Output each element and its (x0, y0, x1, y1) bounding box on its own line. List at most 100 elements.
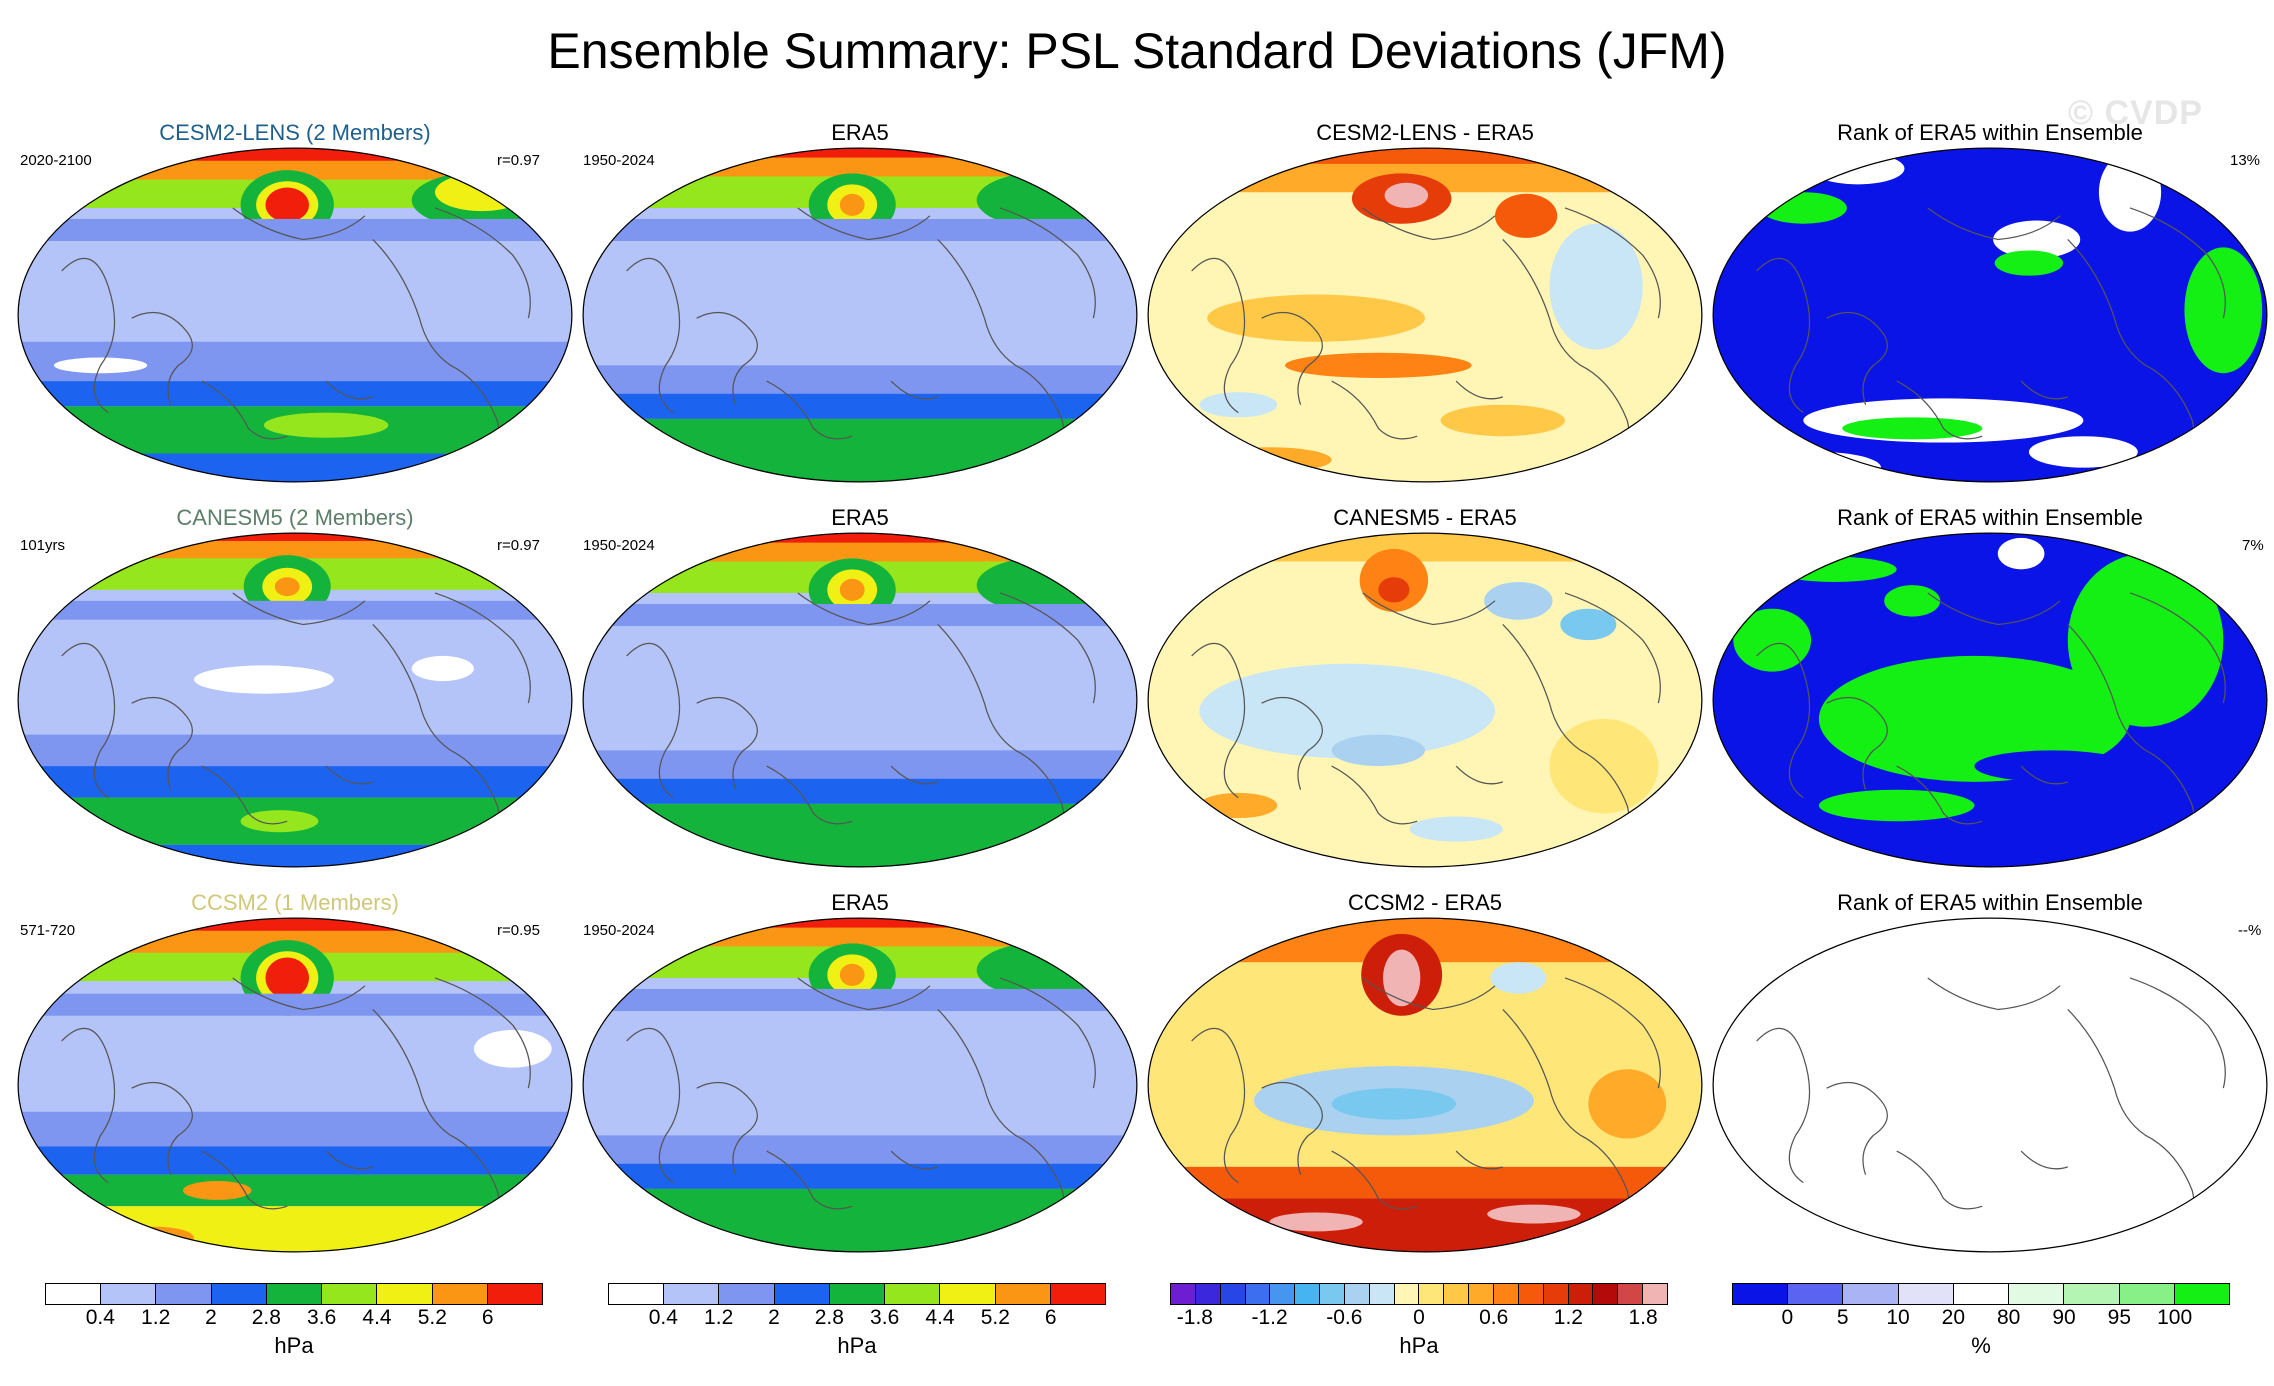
std-colorbar-ticks-2: 0.4 1.2 2 2.8 3.6 4.4 5.2 6 (608, 1306, 1106, 1334)
colorbar-box (1788, 1284, 1844, 1304)
colorbar-box (2119, 1284, 2175, 1304)
colorbar-box (1543, 1284, 1569, 1304)
colorbar-box (1518, 1284, 1544, 1304)
diff-colorbar-ticks: -1.8 -1.2 -0.6 0 0.6 1.2 1.8 (1170, 1306, 1668, 1334)
rank-title-row1: Rank of ERA5 within Ensemble (1837, 120, 2143, 145)
diff-map-row2 (1147, 532, 1703, 868)
colorbar-tick-label: 10 (1886, 1306, 1910, 1329)
rank-colorbar-units: % (1971, 1333, 1991, 1358)
colorbar-tick-label: 95 (2107, 1306, 2132, 1329)
diff-colorbar (1170, 1283, 1668, 1305)
colorbar-box (2174, 1284, 2229, 1304)
colorbar-tick-label: 5.2 (417, 1306, 447, 1329)
colorbar-box (211, 1284, 267, 1304)
colorbar-box (1394, 1284, 1420, 1304)
colorbar-tick-label: 2 (205, 1306, 217, 1329)
colorbar-box (1369, 1284, 1395, 1304)
colorbar-box (1469, 1284, 1494, 1304)
colorbar-box (1843, 1284, 1899, 1304)
diff-title-row1: CESM2-LENS - ERA5 (1316, 120, 1534, 145)
colorbar-tick-label: 0 (1413, 1306, 1425, 1329)
colorbar-tick-label: -0.6 (1326, 1306, 1363, 1329)
colorbar-box (1295, 1284, 1321, 1304)
std-colorbar-units-2: hPa (837, 1333, 877, 1358)
diff-title-row3: CCSM2 - ERA5 (1347, 890, 1503, 915)
page-title: Ensemble Summary: PSL Standard Deviation… (547, 23, 1727, 79)
colorbar-box (1493, 1284, 1519, 1304)
rank-map-row3 (1712, 917, 2268, 1253)
model-r-row1: r=0.97 (497, 152, 540, 169)
colorbar-box (322, 1284, 378, 1304)
colorbar-box (1618, 1284, 1644, 1304)
rank-map-row1 (1712, 147, 2268, 483)
rank-colorbar (1732, 1283, 2230, 1305)
colorbar-tick-label: 2.8 (251, 1306, 281, 1329)
colorbar-box (46, 1284, 102, 1304)
colorbar-box (995, 1284, 1051, 1304)
colorbar-box (1953, 1284, 2010, 1304)
colorbar-tick-label: 3.6 (870, 1306, 900, 1329)
rank-pct-row1: 13% (2230, 152, 2261, 169)
colorbar-tick-label: 20 (1941, 1306, 1966, 1329)
obs-title-row3: ERA5 (831, 890, 889, 915)
obs-std-map-row1 (582, 147, 1138, 483)
colorbar-tick-label: 2 (768, 1306, 780, 1329)
colorbar-box (609, 1284, 665, 1304)
colorbar-tick-label: 6 (481, 1306, 494, 1329)
colorbar-box (719, 1284, 775, 1304)
rank-title-row2: Rank of ERA5 within Ensemble (1837, 505, 2143, 530)
model-std-map-row2 (17, 532, 573, 868)
colorbar-box (1419, 1284, 1445, 1304)
colorbar-tick-label: 0 (1781, 1306, 1794, 1329)
colorbar-box (1245, 1284, 1271, 1304)
model-r-row3: r=0.95 (497, 922, 540, 939)
colorbar-box (1270, 1284, 1296, 1304)
std-colorbar-units-1: hPa (274, 1333, 314, 1358)
colorbar-box (2009, 1284, 2065, 1304)
colorbar-box (774, 1284, 830, 1304)
colorbar-box (1320, 1284, 1345, 1304)
std-colorbar-ticks-1: 0.4 1.2 2 2.8 3.6 4.4 5.2 6 (45, 1306, 543, 1334)
colorbar-box (432, 1284, 488, 1304)
rank-title-row3: Rank of ERA5 within Ensemble (1837, 890, 2143, 915)
diff-title-row2: CANESM5 - ERA5 (1333, 505, 1517, 530)
rank-pct-row3: --% (2238, 922, 2262, 939)
colorbar-tick-label: 0.6 (1479, 1306, 1509, 1329)
colorbar-tick-label: 80 (1996, 1306, 2021, 1329)
model-title-row3: CCSM2 (1 Members) (191, 890, 399, 915)
model-title-row2: CANESM5 (2 Members) (176, 505, 414, 530)
colorbar-box (829, 1284, 886, 1304)
colorbar-box (2064, 1284, 2120, 1304)
colorbar-box (885, 1284, 941, 1304)
colorbar-tick-label: 3.6 (307, 1306, 337, 1329)
model-std-map-row1 (17, 147, 573, 483)
colorbar-box (1444, 1284, 1470, 1304)
obs-period-row3: 1950-2024 (583, 922, 655, 939)
model-r-row2: r=0.97 (497, 537, 540, 554)
colorbar-tick-label: 0.4 (85, 1306, 115, 1329)
colorbar-box (1643, 1284, 1667, 1304)
colorbar-tick-label: 0.4 (648, 1306, 678, 1329)
colorbar-box (1344, 1284, 1370, 1304)
obs-period-row1: 1950-2024 (583, 152, 655, 169)
colorbar-tick-label: 4.4 (362, 1306, 392, 1329)
colorbar-tick-label: 90 (2052, 1306, 2076, 1329)
colorbar-tick-label: 6 (1044, 1306, 1057, 1329)
colorbar-box (1568, 1284, 1594, 1304)
colorbar-box (101, 1284, 157, 1304)
colorbar-tick-label: 5.2 (980, 1306, 1010, 1329)
model-title-row1: CESM2-LENS (2 Members) (159, 120, 431, 145)
colorbar-box (1050, 1284, 1105, 1304)
colorbar-tick-label: 5 (1836, 1306, 1849, 1329)
colorbar-tick-label: 1.2 (1553, 1306, 1583, 1329)
model-period-row1: 2020-2100 (20, 152, 92, 169)
rank-pct-row2: 7% (2242, 537, 2264, 554)
colorbar-box (377, 1284, 433, 1304)
obs-title-row2: ERA5 (831, 505, 889, 530)
colorbar-box (940, 1284, 996, 1304)
colorbar-box (487, 1284, 542, 1304)
colorbar-box (1220, 1284, 1246, 1304)
colorbar-box (1171, 1284, 1196, 1304)
obs-std-map-row3 (582, 917, 1138, 1253)
colorbar-tick-label: -1.8 (1176, 1306, 1213, 1329)
